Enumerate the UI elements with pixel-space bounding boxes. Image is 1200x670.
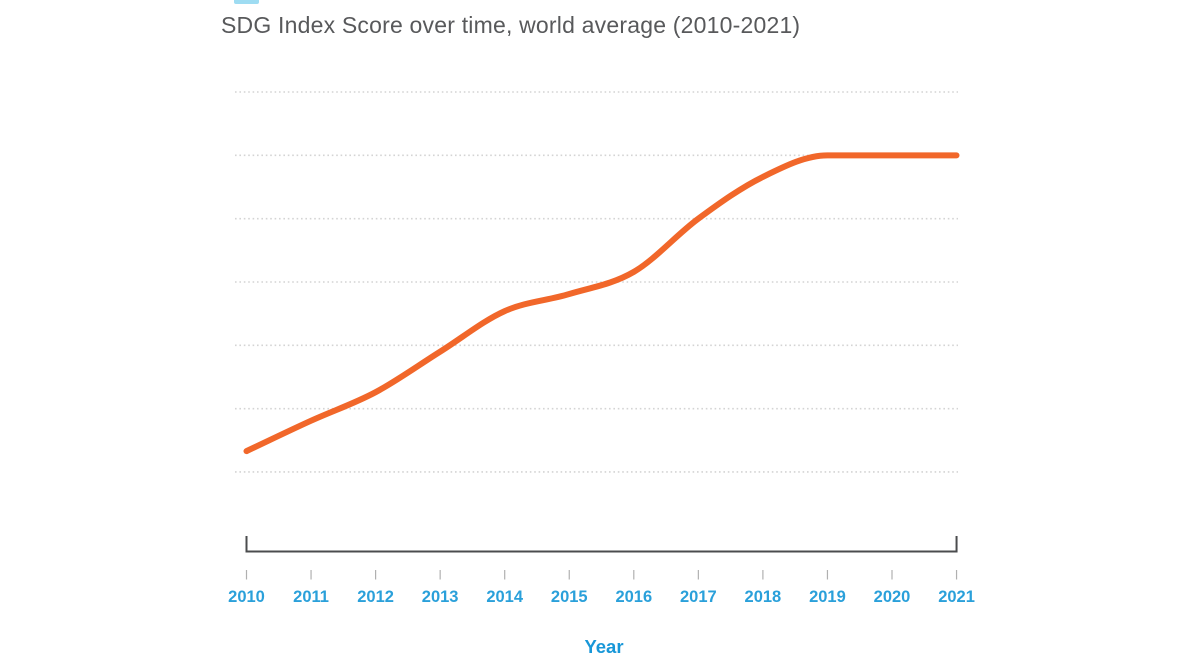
x-tick-label: 2018 [745,588,782,606]
x-axis-title: Year [584,636,624,657]
x-tick-label: 2012 [357,588,394,606]
x-tick-label: 2015 [551,588,588,606]
x-tick-label: 2016 [615,588,652,606]
x-axis-bracket [245,536,958,553]
x-tick-label: 2019 [809,588,846,606]
x-tick-label: 2014 [486,588,524,606]
x-tick-label: 2020 [874,588,911,606]
chart-title: SDG Index Score over time, world average… [221,12,801,38]
x-tick-label: 2010 [228,588,265,606]
x-tick-label: 2021 [938,588,975,606]
top-edge-mark [234,0,259,4]
x-tick-label: 2013 [422,588,459,606]
data-line [243,152,960,455]
x-tick-label: 2017 [680,588,717,606]
x-tick-label: 2011 [293,588,329,606]
